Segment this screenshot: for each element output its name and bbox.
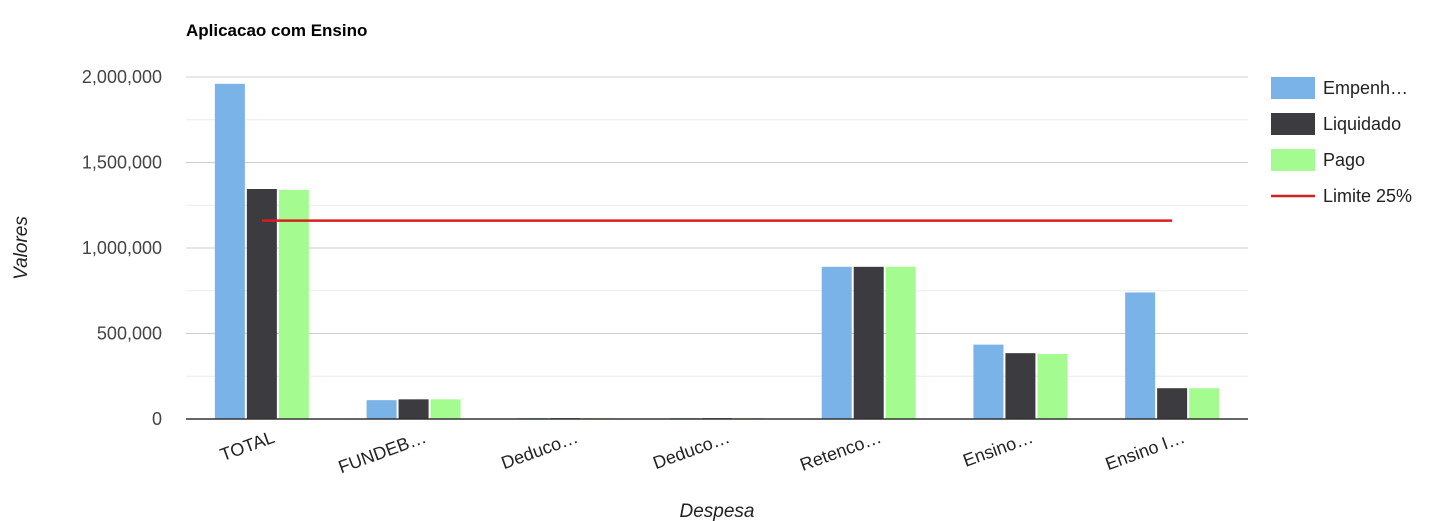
legend-label: Limite 25% xyxy=(1323,186,1412,206)
bar xyxy=(214,83,245,419)
legend-label: Liquidado xyxy=(1323,114,1401,134)
gridlines xyxy=(186,76,1248,420)
x-tick-label: TOTAL xyxy=(217,427,277,465)
x-tick-label: Deduco… xyxy=(499,427,581,473)
y-tick-label: 1,500,000 xyxy=(82,153,162,173)
x-tick-label: Retenco… xyxy=(797,427,884,475)
bar xyxy=(1125,292,1156,419)
bar xyxy=(885,266,916,419)
bar xyxy=(1005,353,1036,419)
x-tick-label: Ensino… xyxy=(960,427,1035,471)
bar xyxy=(246,189,277,419)
bar xyxy=(1037,354,1068,419)
legend-label: Pago xyxy=(1323,150,1365,170)
x-axis-ticks: TOTAL FUNDEB… Deduco… Deduco… Retenco… Ensino… xyxy=(217,427,1187,477)
legend-swatch xyxy=(1271,149,1315,171)
x-tick-label: Deduco… xyxy=(650,427,732,473)
y-tick-label: 2,000,000 xyxy=(82,67,162,87)
y-tick-label: 1,000,000 xyxy=(82,238,162,258)
bar xyxy=(430,399,461,419)
y-axis-label: Valores xyxy=(11,216,32,280)
bars xyxy=(214,83,1220,419)
bar xyxy=(1157,388,1188,419)
y-tick-label: 0 xyxy=(152,409,162,429)
y-tick-label: 500,000 xyxy=(97,324,162,344)
legend: Empenh… Liquidado Pago Limite 25% xyxy=(1271,77,1412,206)
bar xyxy=(278,189,309,419)
x-tick-label: FUNDEB… xyxy=(336,427,429,477)
chart-title: Aplicacao com Ensino xyxy=(186,21,367,40)
bar xyxy=(973,344,1004,419)
y-axis-ticks: 2,000,000 1,500,000 1,000,000 500,000 0 xyxy=(82,67,162,429)
x-tick-label: Ensino I… xyxy=(1103,427,1188,474)
legend-swatch xyxy=(1271,113,1315,135)
bar xyxy=(821,266,852,419)
bar xyxy=(853,266,884,419)
legend-swatch xyxy=(1271,77,1315,99)
bar xyxy=(398,399,429,419)
legend-label: Empenh… xyxy=(1323,78,1408,98)
bar xyxy=(1189,388,1220,419)
bar xyxy=(366,400,397,419)
x-axis-label: Despesa xyxy=(680,501,755,521)
